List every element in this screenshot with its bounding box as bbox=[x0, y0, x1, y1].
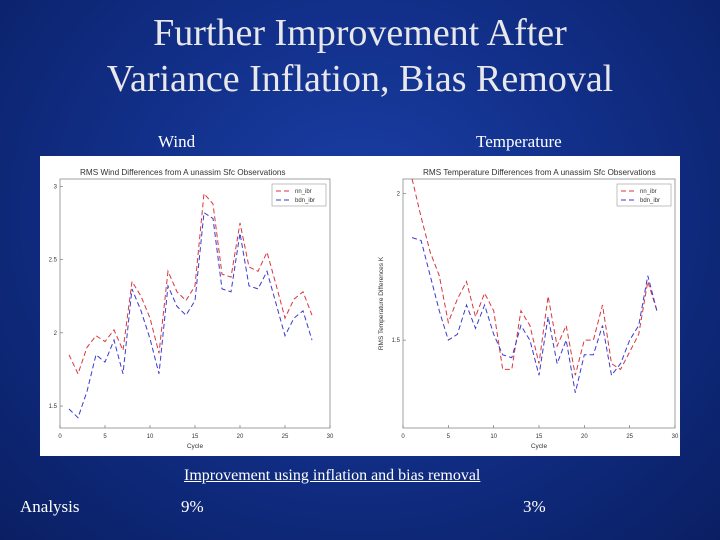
chart0-x-tick-label: 5 bbox=[103, 434, 107, 440]
chart0-legend-label-nn_ibr: nn_ibr bbox=[295, 189, 312, 195]
slide-title: Further Improvement After Variance Infla… bbox=[0, 10, 720, 102]
chart0-x-tick-label: 20 bbox=[237, 434, 244, 440]
temperature-improvement-value: 3% bbox=[523, 497, 546, 516]
chart1-x-tick-label: 0 bbox=[401, 434, 405, 440]
chart0-plot-area bbox=[59, 178, 331, 429]
chart0-x-tick-label: 15 bbox=[192, 434, 199, 440]
wind-improvement-value: 9% bbox=[181, 497, 204, 516]
chart0-y-axis-label: RMS Wind Differences m/s bbox=[40, 264, 42, 343]
slide-title-line-1: Further Improvement After bbox=[153, 12, 567, 54]
wind-chart: RMS Wind Differences from A unassim Sfc … bbox=[40, 168, 334, 450]
chart1-x-tick-label: 20 bbox=[581, 434, 588, 440]
temperature-panel-label: Temperature bbox=[476, 132, 562, 151]
wind-panel-label: Wind bbox=[158, 132, 196, 151]
chart0-x-axis-label: Cycle bbox=[187, 443, 204, 450]
chart0-x-tick-label: 30 bbox=[327, 434, 334, 440]
chart0-legend-label-bdn_ibr: bdn_ibr bbox=[295, 198, 315, 204]
chart0-y-tick-label: 2 bbox=[54, 331, 58, 337]
analysis-row-label: Analysis bbox=[20, 497, 80, 516]
chart1-x-axis-label: Cycle bbox=[531, 443, 548, 450]
chart1-y-tick-label: 2 bbox=[397, 192, 401, 198]
chart0-y-tick-label: 3 bbox=[54, 184, 58, 190]
chart0-y-tick-label: 1.5 bbox=[49, 404, 58, 410]
temperature-chart: RMS Temperature Differences from A unass… bbox=[378, 168, 679, 450]
chart0-series-bdn_ibr-line bbox=[68, 211, 313, 419]
chart1-legend-label-nn_ibr: nn_ibr bbox=[640, 189, 657, 195]
chart1-x-tick-label: 30 bbox=[672, 434, 679, 440]
temperature-chart-figure: RMS Temperature Differences from A unass… bbox=[373, 156, 680, 456]
chart1-y-axis-label: RMS Temperature Differences K bbox=[378, 256, 385, 350]
wind-chart-figure: RMS Wind Differences from A unassim Sfc … bbox=[40, 156, 373, 456]
chart1-y-tick-label: 1.5 bbox=[392, 338, 401, 344]
chart1-series-bdn_ibr-line bbox=[411, 237, 658, 393]
chart1-x-tick-label: 5 bbox=[447, 434, 451, 440]
chart0-x-tick-label: 10 bbox=[147, 434, 154, 440]
chart1-title: RMS Temperature Differences from A unass… bbox=[423, 168, 656, 177]
chart0-x-tick-label: 0 bbox=[58, 434, 62, 440]
slide-title-line-2: Variance Inflation, Bias Removal bbox=[106, 58, 614, 100]
chart0-title: RMS Wind Differences from A unassim Sfc … bbox=[80, 168, 286, 177]
chart1-legend-label-bdn_ibr: bdn_ibr bbox=[640, 198, 660, 204]
chart1-x-tick-label: 15 bbox=[536, 434, 543, 440]
chart1-x-tick-label: 10 bbox=[490, 434, 497, 440]
chart0-series-nn_ibr-line bbox=[68, 192, 313, 376]
chart0-y-tick-label: 2.5 bbox=[49, 258, 58, 264]
chart1-x-tick-label: 25 bbox=[626, 434, 633, 440]
chart0-x-tick-label: 25 bbox=[282, 434, 289, 440]
chart1-series-nn_ibr-line bbox=[411, 178, 658, 376]
improvement-heading: Improvement using inflation and bias rem… bbox=[184, 467, 481, 484]
chart1-plot-area bbox=[402, 178, 676, 429]
